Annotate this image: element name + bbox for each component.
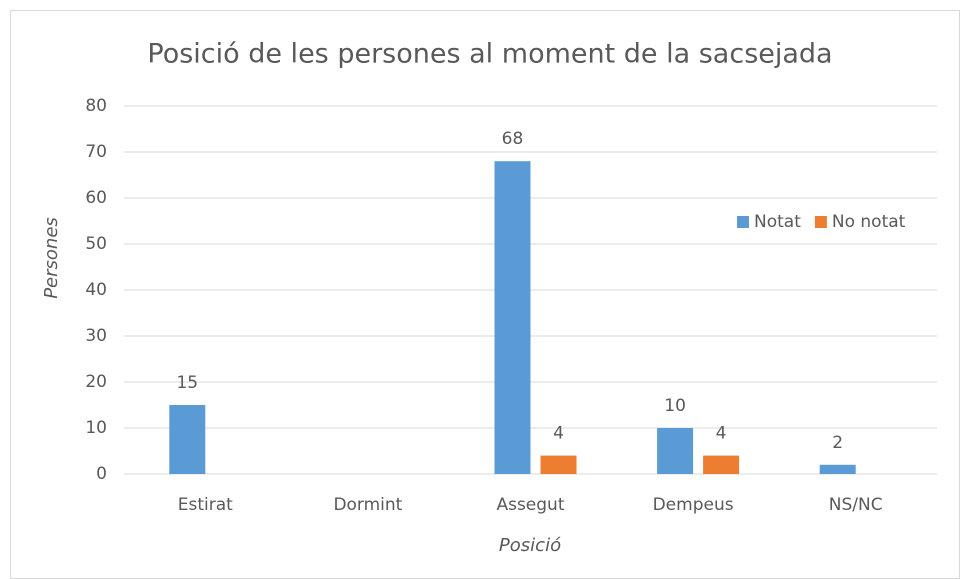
legend-swatch: [737, 216, 749, 228]
bar: [494, 161, 531, 474]
y-tick-label: 10: [85, 418, 107, 438]
bar: [657, 428, 694, 474]
bar: [819, 464, 856, 474]
data-label: 2: [832, 433, 843, 453]
chart-title: Posició de les persones al moment de la …: [147, 39, 832, 70]
bar: [540, 455, 577, 474]
y-tick-label: 60: [85, 188, 107, 208]
bar: [169, 405, 206, 474]
y-tick-label: 0: [96, 464, 107, 484]
x-tick-label: NS/NC: [829, 495, 883, 515]
y-tick-label: 50: [85, 234, 107, 254]
legend-swatch: [814, 216, 827, 228]
x-tick-label: Assegut: [496, 495, 564, 515]
y-tick-label: 80: [85, 96, 107, 116]
y-tick-label: 70: [85, 142, 107, 162]
x-axis-label: Posició: [499, 535, 561, 556]
y-tick-label: 30: [85, 326, 107, 346]
data-label: 15: [176, 373, 198, 393]
x-tick-label: Dormint: [333, 495, 402, 515]
chart-frame: [10, 10, 960, 579]
x-tick-label: Dempeus: [653, 495, 734, 515]
data-label: 68: [502, 129, 524, 149]
legend-label: No notat: [832, 212, 906, 232]
data-label: 4: [716, 424, 727, 444]
data-label: 4: [553, 424, 564, 444]
bar: [703, 455, 740, 474]
legend-label: Notat: [754, 212, 801, 232]
data-label: 10: [664, 396, 686, 416]
y-axis-label: Persones: [41, 217, 62, 299]
y-tick-label: 20: [85, 372, 107, 392]
x-tick-label: Estirat: [178, 495, 233, 515]
y-tick-label: 40: [85, 280, 107, 300]
